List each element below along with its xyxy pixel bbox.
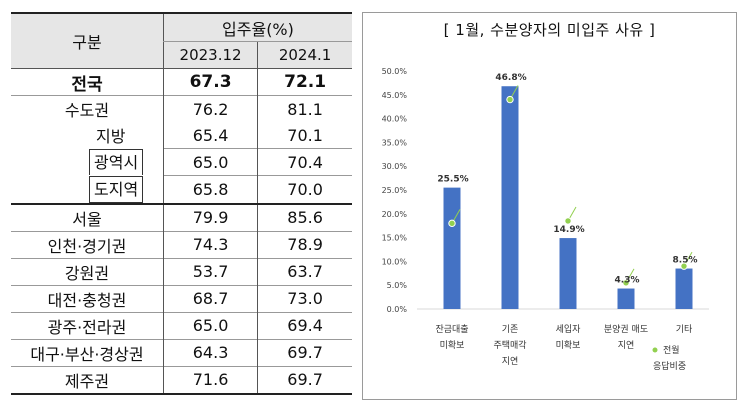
- row-value-2023-12: 65.0: [162, 311, 258, 339]
- data-label: 4.3%: [615, 276, 640, 286]
- row-label: 대구·부산·경상권: [11, 338, 164, 366]
- row-value-2023-12: 71.6: [162, 365, 258, 395]
- y-tick-label: 0.0%: [387, 305, 408, 314]
- row-value-2024-1: 81.1: [257, 95, 352, 122]
- table-row-jeju: 제주권 71.6 69.7: [11, 365, 352, 395]
- row-value-2023-12: 64.3: [162, 338, 258, 366]
- x-tick-label: 지연: [618, 340, 635, 351]
- table-row-incheon-gyeonggi: 인천·경기권 74.3 78.9: [11, 230, 352, 258]
- bar-chart-svg: 0.0% 5.0% 10.0% 15.0% 20.0% 25.0% 30.0% 35.0% 40…: [382, 67, 709, 372]
- table-row-gangwon: 강원권 53.7 63.7: [11, 257, 352, 285]
- row-label: 제주권: [11, 365, 164, 395]
- row-value-2023-12: 76.2: [162, 95, 258, 122]
- row-value-2024-1: 69.4: [257, 311, 352, 339]
- row-value-2024-1: 78.9: [257, 230, 352, 258]
- y-tick-label: 5.0%: [387, 281, 408, 290]
- y-tick-label: 10.0%: [382, 257, 408, 266]
- x-tick-label: 미확보: [440, 339, 465, 351]
- header-col-2024-1: 2024.1: [257, 41, 352, 69]
- row-label: 인천·경기권: [11, 230, 164, 258]
- bar: [675, 268, 693, 309]
- x-tick-label: 주택매각: [493, 339, 526, 351]
- row-label-cell: 도지역: [11, 175, 163, 204]
- row-value-2023-12: 65.8: [162, 175, 258, 204]
- x-tick-label: 기타: [676, 324, 693, 335]
- data-label: 25.5%: [437, 175, 468, 185]
- row-value-2024-1: 70.4: [257, 148, 352, 176]
- bar: [617, 288, 635, 309]
- row-label: 강원권: [11, 257, 164, 285]
- previous-month-marker: [622, 279, 630, 287]
- x-tick-label: 지연: [502, 356, 519, 367]
- row-value-2024-1: 85.6: [257, 202, 352, 231]
- row-value-2023-12: 68.7: [162, 284, 258, 312]
- data-label: 8.5%: [673, 256, 698, 266]
- row-label: 광주·전라권: [11, 311, 164, 339]
- row-value-2024-1: 63.7: [257, 257, 352, 285]
- row-value-2024-1: 69.7: [257, 365, 352, 395]
- row-value-2024-1: 72.1: [257, 68, 352, 96]
- legend-label: 전월: [663, 344, 680, 356]
- chart-title: [ 1월, 수분양자의 미입주 사유 ]: [443, 21, 656, 39]
- header-occupancy-rate: 입주율(%): [162, 12, 352, 42]
- y-tick-label: 20.0%: [382, 210, 408, 219]
- row-label: 수도권: [11, 95, 164, 122]
- row-value-2024-1: 70.0: [257, 175, 352, 204]
- table-row-capital-area: 수도권 76.2 81.1: [11, 95, 352, 122]
- row-value-2023-12: 67.3: [162, 68, 258, 96]
- x-tick-label: 세입자: [556, 323, 582, 335]
- bar: [501, 86, 519, 310]
- row-value-2023-12: 65.0: [162, 148, 258, 176]
- y-tick-label: 25.0%: [382, 186, 408, 195]
- row-value-2024-1: 73.0: [257, 284, 352, 312]
- y-tick-label: 45.0%: [382, 91, 408, 100]
- row-label: 전국: [71, 74, 103, 95]
- table-row-provinces: 지방 65.4 70.1: [11, 122, 352, 149]
- y-tick-label: 15.0%: [382, 234, 408, 243]
- table-row-do-regions: 도지역 65.8 70.0: [11, 175, 352, 204]
- header-col-2023-12: 2023.12: [162, 41, 258, 69]
- header-category: 구분: [11, 12, 164, 69]
- row-label: 지방: [96, 127, 126, 147]
- previous-month-marker: [448, 219, 456, 228]
- previous-month-marker: [564, 217, 572, 225]
- row-label-cell: 지방: [11, 122, 163, 149]
- row-value-2024-1: 69.7: [257, 338, 352, 366]
- row-label: 서울: [11, 202, 164, 231]
- table-row-daegu-busan-gyeongsang: 대구·부산·경상권 64.3 69.7: [11, 338, 352, 366]
- table-row-gwangju-jeolla: 광주·전라권 65.0 69.4: [11, 311, 352, 339]
- previous-month-marker: [680, 262, 688, 270]
- row-value-2024-1: 70.1: [257, 122, 352, 149]
- y-tick-label: 40.0%: [382, 115, 408, 124]
- row-value-2023-12: 65.4: [162, 122, 258, 149]
- y-tick-label: 35.0%: [382, 138, 408, 147]
- row-value-2023-12: 79.9: [162, 202, 258, 231]
- legend-label: 응답비중: [653, 360, 686, 372]
- y-tick-label: 50.0%: [382, 67, 408, 76]
- row-label: 도지역: [89, 175, 144, 203]
- x-tick-label: 분양권 매도: [604, 323, 648, 335]
- x-tick-label: 기존: [502, 324, 519, 335]
- y-tick-label: 30.0%: [382, 162, 408, 171]
- previous-month-marker: [506, 95, 514, 104]
- data-label: 46.8%: [495, 73, 526, 83]
- row-label-cell: 광역시: [11, 149, 163, 176]
- row-value-2023-12: 53.7: [162, 257, 258, 285]
- data-label: 14.9%: [553, 225, 584, 235]
- non-occupancy-reasons-chart: [ 1월, 수분양자의 미입주 사유 ] 0.0% 5.0% 10.0% 15.0% 2…: [362, 12, 737, 400]
- bar: [559, 238, 577, 309]
- occupancy-rate-table-wrap: 구분 입주율(%) 2023.12 2024.1 전국 67.3 72.1 수도…: [11, 12, 352, 395]
- occupancy-rate-table: 구분 입주율(%) 2023.12 2024.1 전국 67.3 72.1 수도…: [11, 12, 352, 395]
- legend-marker: [652, 347, 658, 353]
- row-value-2023-12: 74.3: [162, 230, 258, 258]
- table-row-national: 전국 67.3 72.1: [11, 68, 352, 96]
- row-label: 광역시: [89, 149, 144, 175]
- row-label: 대전·충청권: [11, 284, 164, 312]
- x-tick-label: 미확보: [556, 339, 581, 351]
- table-row-metro-cities: 광역시 65.0 70.4: [11, 148, 352, 176]
- table-row-daejeon-chungcheong: 대전·충청권 68.7 73.0: [11, 284, 352, 312]
- table-row-seoul: 서울 79.9 85.6: [11, 202, 352, 231]
- x-tick-label: 잔금대출: [435, 324, 468, 335]
- bar: [443, 187, 461, 309]
